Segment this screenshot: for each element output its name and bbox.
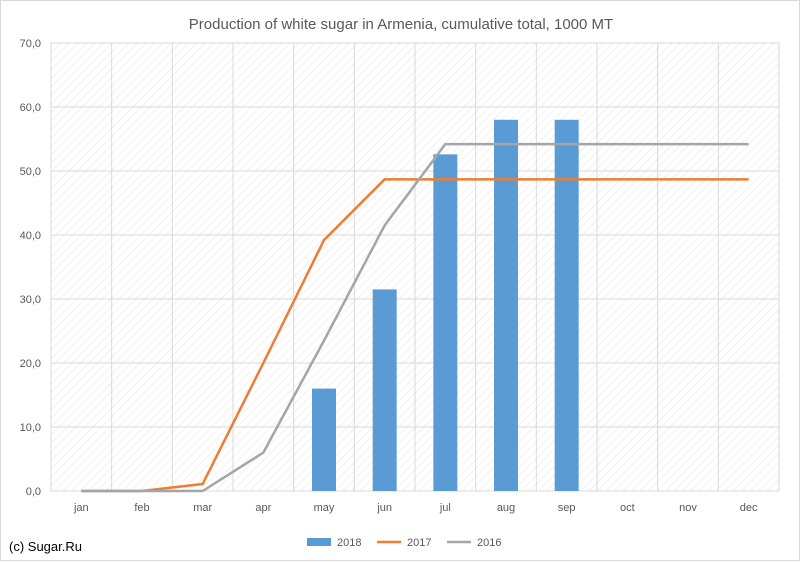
line-series [81,142,749,493]
y-tick-label: 0,0 [26,486,41,498]
line-series-2016 [81,142,749,493]
x-tick-label: feb [134,502,149,514]
x-tick-label: dec [740,502,758,514]
x-tick-label: apr [255,502,271,514]
gridlines [50,42,780,492]
bar-2018 [372,289,397,491]
bar-2018 [494,119,518,492]
x-tick-label: aug [497,502,515,514]
legend-label-2017: 2017 [407,537,431,549]
y-tick-label: 30,0 [20,294,41,306]
bar-series [312,119,579,492]
chart-title: Production of white sugar in Armenia, cu… [189,16,613,33]
bar-2018 [312,388,336,491]
y-tick-label: 60,0 [20,102,41,114]
y-tick-label: 40,0 [20,230,41,242]
bar-2018 [554,119,579,492]
x-tick-label: may [314,502,335,514]
x-tick-label: jan [73,502,89,514]
x-tick-label: jun [376,502,392,514]
bar-2018 [433,154,458,492]
legend: 2018 2017 2016 [307,537,501,549]
legend-swatch-2018 [307,538,331,546]
x-tick-label: oct [620,502,635,514]
line-series-2017 [81,178,749,493]
x-tick-label: mar [193,502,212,514]
y-tick-label: 10,0 [20,422,41,434]
x-axis-ticks: jan feb mar apr may jun jul aug sep oct nov dec [73,502,758,514]
copyright-text: (c) Sugar.Ru [9,539,82,554]
legend-label-2016: 2016 [477,537,501,549]
y-tick-label: 50,0 [20,166,41,178]
y-tick-label: 20,0 [20,358,41,370]
y-tick-label: 70,0 [20,38,41,50]
x-tick-label: sep [558,502,576,514]
legend-label-2018: 2018 [337,537,361,549]
x-tick-label: nov [679,502,697,514]
y-axis-ticks: 0,0 10,0 20,0 30,0 40,0 50,0 60,0 70,0 [20,38,41,498]
x-tick-label: jul [439,502,451,514]
